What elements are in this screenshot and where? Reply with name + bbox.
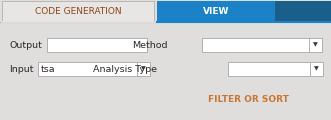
Text: tsa: tsa	[41, 65, 56, 73]
Text: ▼: ▼	[313, 42, 318, 48]
FancyBboxPatch shape	[228, 62, 323, 76]
FancyBboxPatch shape	[2, 1, 154, 22]
FancyBboxPatch shape	[202, 38, 322, 52]
FancyBboxPatch shape	[38, 62, 150, 76]
Text: Output: Output	[9, 41, 42, 49]
Text: Analysis Type: Analysis Type	[93, 65, 157, 73]
Text: Input: Input	[10, 65, 34, 73]
FancyBboxPatch shape	[47, 38, 147, 52]
FancyBboxPatch shape	[157, 1, 275, 22]
Text: VIEW: VIEW	[203, 7, 229, 16]
FancyBboxPatch shape	[275, 1, 331, 22]
Text: FILTER OR SORT: FILTER OR SORT	[208, 96, 288, 105]
Text: Method: Method	[132, 41, 168, 49]
Text: ▼: ▼	[141, 66, 146, 72]
Text: CODE GENERATION: CODE GENERATION	[35, 7, 121, 16]
Text: ▼: ▼	[314, 66, 319, 72]
